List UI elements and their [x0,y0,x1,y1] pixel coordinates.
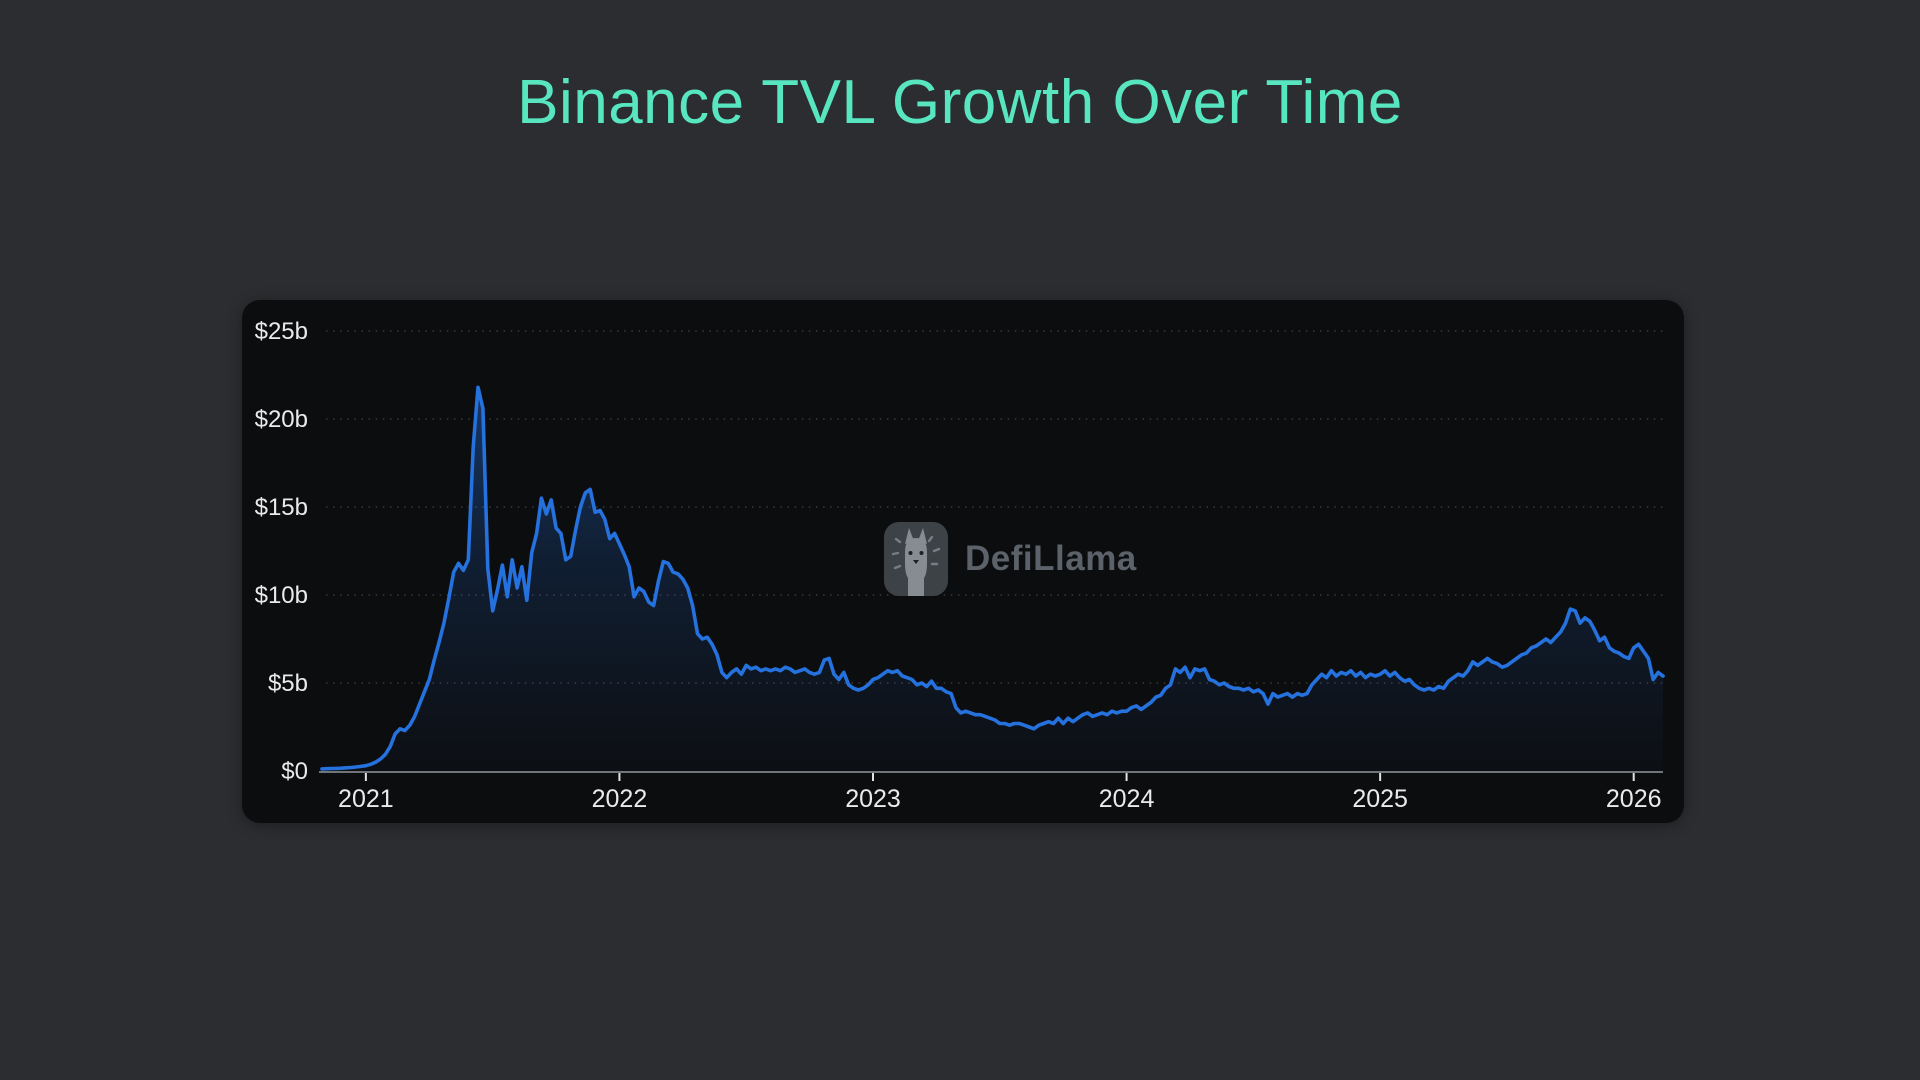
tvl-area [322,387,1663,771]
y-tick-label: $25b [255,318,308,345]
x-tick-label: 2021 [338,785,394,813]
x-axis-ticks [364,773,1635,781]
y-tick-label: $5b [268,670,308,697]
tvl-line [320,385,1665,771]
tvl-area-chart[interactable]: 2021 2022 2023 2024 2025 2026 $0 $5b $10b $15b $20… [242,300,1684,823]
y-tick-label: $20b [255,406,308,433]
x-tick-label: 2023 [845,785,901,813]
y-tick-label: $0 [281,758,308,785]
page-title: Binance TVL Growth Over Time [517,68,1403,137]
x-axis-labels: 2021 2022 2023 2024 2025 2026 [338,785,1661,813]
y-tick-label: $10b [255,582,308,609]
y-axis-labels: $0 $5b $10b $15b $20b $25b [255,318,308,785]
chart-card: 2021 2022 2023 2024 2025 2026 $0 $5b $10b $15b $20… [242,300,1684,823]
y-tick-label: $15b [255,494,308,521]
x-tick-label: 2022 [592,785,648,813]
x-tick-label: 2025 [1352,785,1408,813]
y-gridlines [326,330,1663,684]
x-tick-label: 2026 [1606,785,1662,813]
x-tick-label: 2024 [1099,785,1155,813]
